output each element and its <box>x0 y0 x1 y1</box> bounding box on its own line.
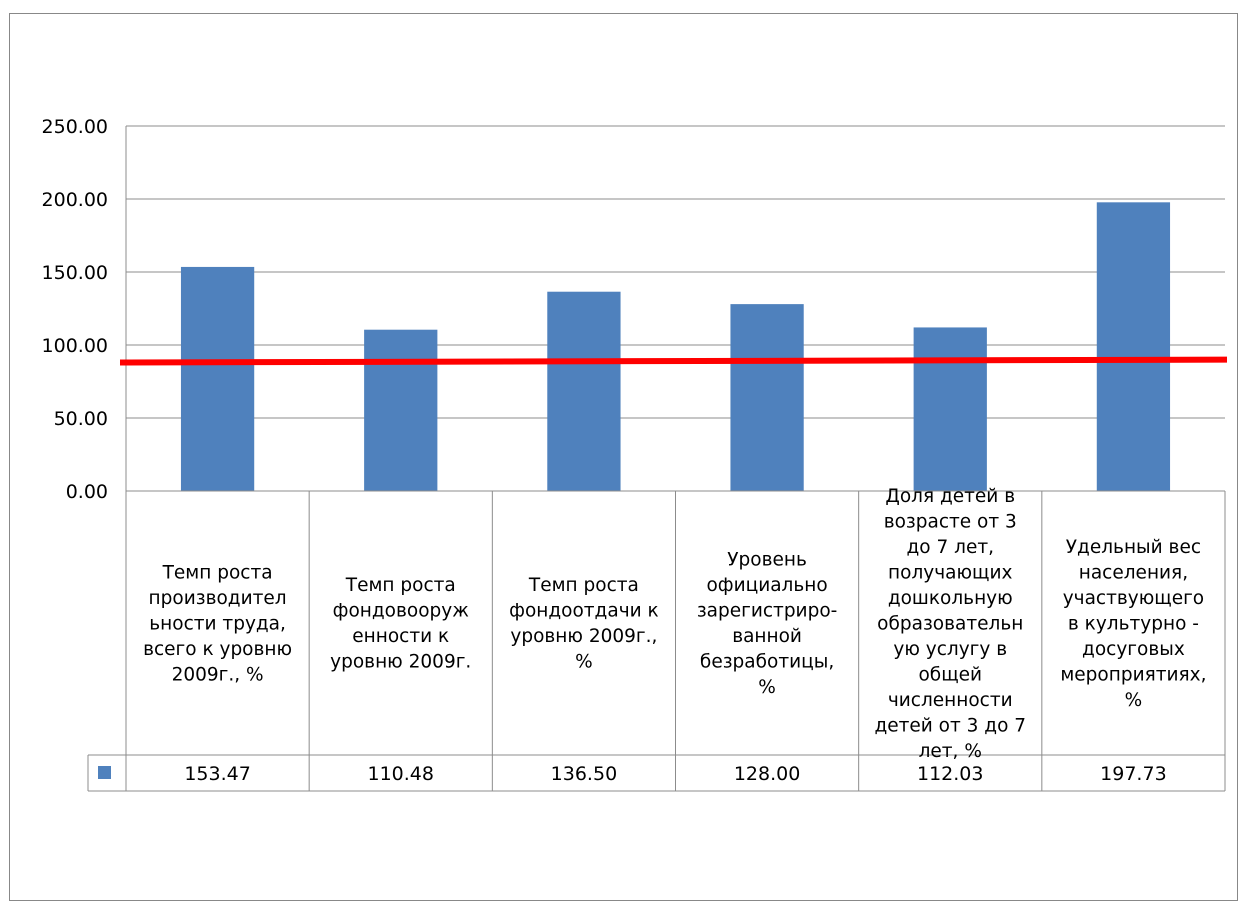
bar <box>180 266 255 491</box>
category-label: Темп роста фондовооруж енности к уровню 200… <box>330 575 471 673</box>
category-label: Доля детей в возрасте от 3 до 7 лет, получа… <box>874 486 1026 762</box>
bar <box>730 304 804 491</box>
bar <box>547 291 621 491</box>
y-tick-label: 250.00 <box>42 116 108 138</box>
chart-frame: 0.00 50.00 100.00 150.00 200.00 250.00 Темп ро… <box>9 13 1238 901</box>
y-tick-label: 200.00 <box>42 189 108 211</box>
y-tick-label: 0.00 <box>66 481 108 503</box>
reference-line <box>119 356 1228 366</box>
bar <box>364 329 438 491</box>
data-table-value: 112.03 <box>917 763 983 785</box>
bar-chart: 0.00 50.00 100.00 150.00 200.00 250.00 Темп ро… <box>42 116 1228 792</box>
y-tick-label: 50.00 <box>54 408 108 430</box>
category-label: Темп роста производител ьности труда, всего… <box>143 562 292 685</box>
data-table-value: 197.73 <box>1100 763 1166 785</box>
bar <box>913 327 987 491</box>
data-table-value: 128.00 <box>734 763 800 785</box>
legend-swatch <box>98 766 111 779</box>
category-label: Темп роста фондоотдачи к уровню 2009г.,% <box>509 575 659 673</box>
y-tick-label: 100.00 <box>42 335 108 357</box>
data-table-value: 153.47 <box>184 763 250 785</box>
y-tick-label: 150.00 <box>42 262 108 284</box>
data-table-value: 110.48 <box>368 763 434 785</box>
category-label: Уровень официально зарегистриро-ванной безр… <box>697 550 838 699</box>
bar <box>1096 202 1171 491</box>
data-table-value: 136.50 <box>551 763 617 785</box>
category-label: Удельный вес населения, участвующего в куль… <box>1060 537 1206 711</box>
